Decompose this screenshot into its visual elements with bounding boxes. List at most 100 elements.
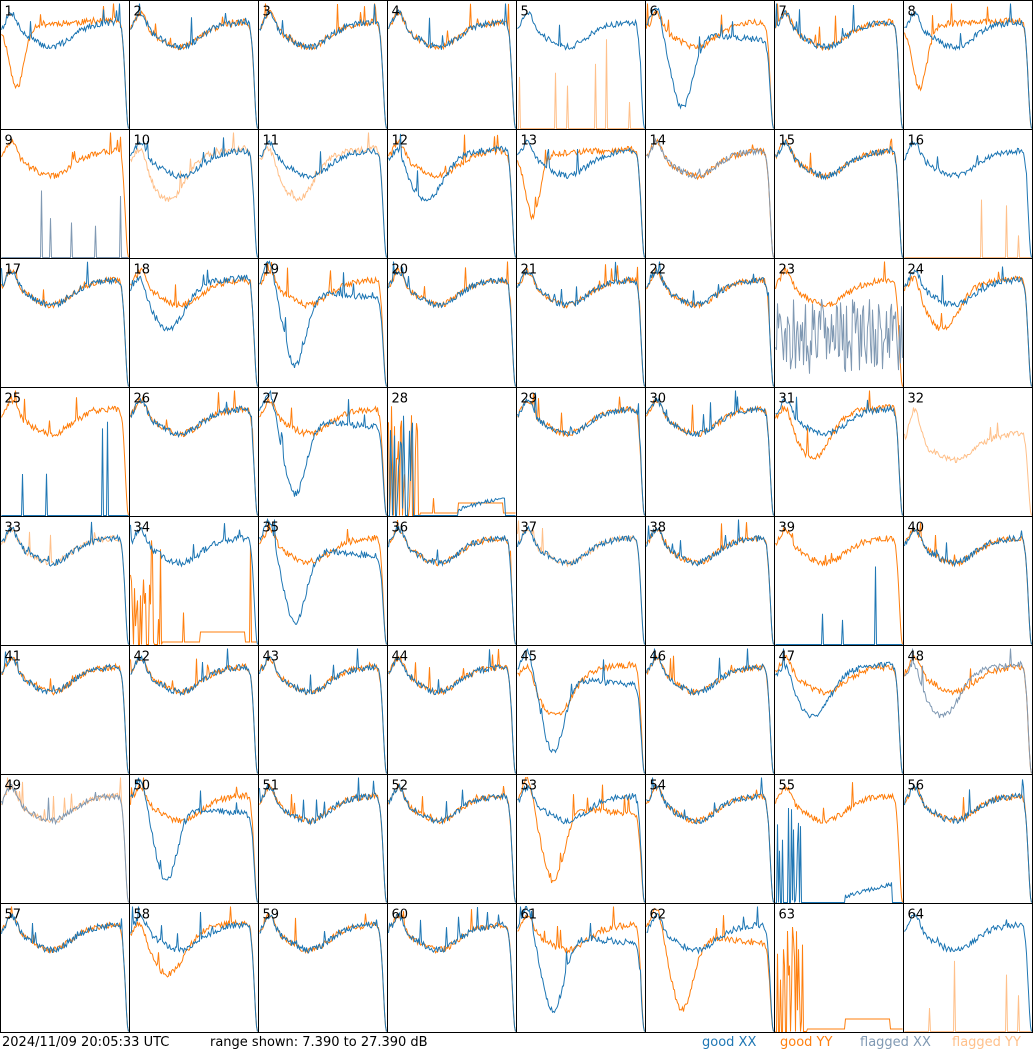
panel-label: 19: [263, 263, 280, 278]
series-xx-line: [388, 261, 516, 387]
series-xx-line: [130, 906, 258, 1032]
panel-label: 58: [134, 908, 151, 923]
panel-label: 38: [650, 521, 667, 536]
spectrum-panel-56: 56: [903, 774, 1033, 904]
panel-label: 13: [521, 134, 538, 149]
panel-label: 28: [392, 392, 409, 407]
panel-label: 16: [908, 134, 925, 149]
range-shown: range shown: 7.390 to 27.390 dB: [210, 1035, 428, 1050]
panel-label: 41: [5, 650, 22, 665]
panel-frame: [0, 0, 130, 130]
series-xx-line: [1, 521, 129, 645]
panel-frame: [258, 0, 388, 130]
series-yy-line: [259, 261, 387, 387]
legend-good-yy: good YY: [780, 1035, 833, 1050]
panel-label: 35: [263, 521, 280, 536]
series-xx-line: [775, 648, 903, 774]
series-xx-line: [388, 906, 516, 1032]
series-yy-line: [388, 648, 516, 774]
panel-label: 12: [392, 134, 409, 149]
panel-label: 61: [521, 908, 538, 923]
spectrum-panel-21: 21: [516, 258, 646, 388]
panel-label: 55: [779, 779, 796, 794]
spectrum-panel-61: 61: [516, 903, 646, 1033]
spectrum-panel-34: 34: [129, 516, 259, 646]
series-xx-line: [1, 913, 129, 1032]
spectrum-panel-16: 16: [903, 129, 1033, 259]
spectrum-panel-33: 33: [0, 516, 130, 646]
panel-label: 53: [521, 779, 538, 794]
series-xx-line: [1, 651, 129, 774]
spectrum-panel-5: 5: [516, 0, 646, 130]
series-xx-line: [904, 779, 1032, 903]
spectrum-panel-38: 38: [645, 516, 775, 646]
spectrum-panel-29: 29: [516, 387, 646, 517]
panel-label: 60: [392, 908, 409, 923]
panel-label: 26: [134, 392, 151, 407]
panel-label: 51: [263, 779, 280, 794]
panel-label: 43: [263, 650, 280, 665]
series-xx-line: [904, 140, 1032, 258]
series-xx-line: [646, 648, 774, 774]
panel-label: 9: [5, 134, 13, 149]
panel-label: 54: [650, 779, 667, 794]
series-xx-line: [517, 261, 645, 387]
series-xx-line: [775, 566, 903, 645]
series-yy-line: [904, 960, 1032, 1032]
spectrum-panel-19: 19: [258, 258, 388, 388]
series-xx-line: [259, 139, 387, 258]
series-yy-line: [904, 3, 1032, 129]
series-xx-line: [775, 3, 903, 129]
series-xx-line: [517, 11, 645, 129]
panel-label: 8: [908, 5, 916, 20]
spectrum-panel-37: 37: [516, 516, 646, 646]
spectrum-panel-57: 57: [0, 903, 130, 1033]
panel-label: 62: [650, 908, 667, 923]
panel-frame: [387, 516, 517, 646]
panel-label: 31: [779, 392, 796, 407]
series-yy-line: [646, 268, 774, 387]
panel-label: 30: [650, 392, 667, 407]
series-xx-line: [1, 190, 129, 258]
series-yy-line: [775, 926, 903, 1032]
panel-frame: [258, 516, 388, 646]
panel-label: 3: [263, 5, 271, 20]
spectrum-panel-7: 7: [774, 0, 904, 130]
series-xx-line: [259, 389, 387, 516]
series-xx-line: [904, 526, 1032, 645]
panel-frame: [129, 387, 259, 517]
series-xx-line: [388, 525, 516, 645]
panel-label: 20: [392, 263, 409, 278]
spectrum-panel-44: 44: [387, 645, 517, 775]
series-yy-line: [646, 907, 774, 1032]
spectrum-panel-4: 4: [387, 0, 517, 130]
panel-label: 40: [908, 521, 925, 536]
spectrum-panel-43: 43: [258, 645, 388, 775]
panel-frame: [258, 645, 388, 775]
panel-frame: [903, 903, 1033, 1033]
panel-label: 23: [779, 263, 796, 278]
series-xx-line: [517, 784, 645, 903]
status-footer: 2024/11/09 20:05:33 UTC range shown: 7.3…: [0, 1033, 1033, 1053]
series-yy-line: [517, 906, 645, 1032]
panel-label: 5: [521, 5, 529, 20]
spectrum-panel-15: 15: [774, 129, 904, 259]
panel-frame: [516, 774, 646, 904]
series-yy-line: [388, 134, 516, 258]
panel-frame: [645, 258, 775, 388]
spectrum-panel-62: 62: [645, 903, 775, 1033]
spectrum-panel-23: 23: [774, 258, 904, 388]
series-xx-line: [130, 137, 258, 258]
series-xx-line: [517, 139, 645, 258]
series-xx-line: [388, 133, 516, 258]
legend-flagged-yy: flagged YY: [952, 1035, 1021, 1050]
panel-label: 4: [392, 5, 400, 20]
panel-label: 6: [650, 5, 658, 20]
series-xx-line: [1, 261, 129, 387]
panel-label: 21: [521, 263, 538, 278]
panel-label: 15: [779, 134, 796, 149]
series-xx-line: [646, 390, 774, 516]
series-xx-line: [775, 807, 903, 903]
series-xx-line: [1, 783, 129, 903]
panel-label: 56: [908, 779, 925, 794]
